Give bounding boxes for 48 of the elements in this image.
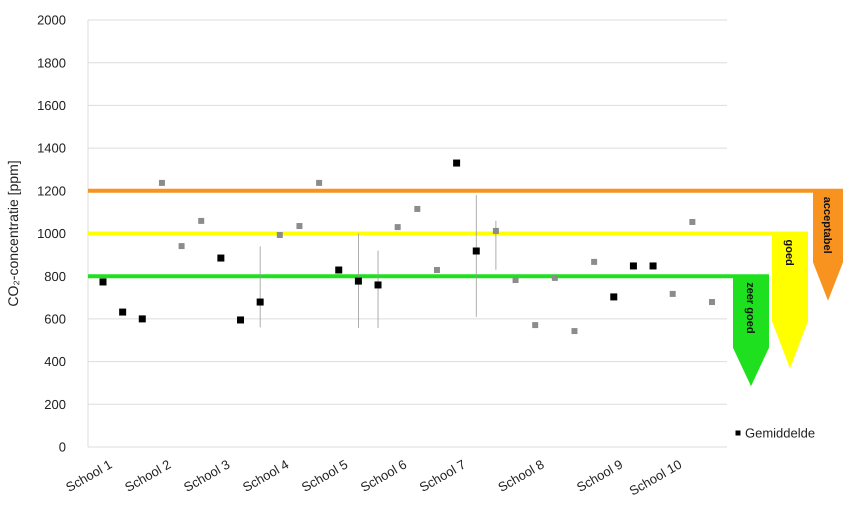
legend-label: Gemiddelde (745, 426, 816, 441)
point (434, 267, 440, 274)
point (670, 290, 676, 297)
point (472, 248, 480, 255)
point (374, 281, 382, 288)
point (512, 277, 519, 284)
point (335, 266, 342, 274)
point (217, 254, 224, 262)
y-tick-label: 1600 (37, 98, 66, 113)
point (453, 160, 460, 167)
y-tick-label: 200 (44, 396, 66, 412)
y-tick-label: 1200 (37, 183, 66, 198)
y-tick-label: 1800 (37, 55, 66, 70)
point (198, 218, 204, 224)
point (492, 228, 499, 234)
point (276, 232, 283, 238)
point (296, 223, 302, 230)
point (610, 293, 618, 300)
point (630, 262, 637, 270)
y-axis-title: CO₂-concentratie [ppm] (5, 160, 21, 307)
ref-line-label: zeer goed (744, 282, 756, 334)
y-tick-label: 1400 (37, 140, 66, 156)
y-tick-label: 800 (44, 268, 66, 284)
y-tick-label: 2000 (37, 12, 66, 28)
point (256, 298, 264, 306)
point (591, 258, 598, 265)
point (709, 299, 715, 306)
ref-line-label: goed (783, 240, 796, 266)
point (650, 262, 657, 270)
point (158, 180, 165, 186)
point (178, 243, 185, 250)
point (532, 322, 538, 328)
point (552, 274, 558, 281)
y-tick-label: 600 (44, 311, 66, 326)
point (354, 278, 362, 285)
y-tick-label: 0 (58, 440, 66, 455)
y-tick-label: 400 (44, 354, 66, 370)
point (571, 328, 578, 334)
point (414, 206, 420, 212)
point (689, 218, 696, 225)
point (237, 316, 244, 324)
point (138, 315, 146, 322)
point (316, 180, 322, 186)
point (100, 278, 106, 286)
ref-line-label: acceptabel (821, 196, 834, 254)
point (394, 224, 401, 230)
point (119, 308, 126, 316)
y-tick-label: 1000 (37, 226, 66, 242)
